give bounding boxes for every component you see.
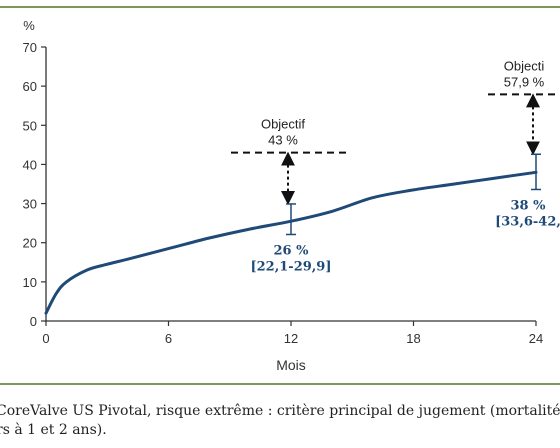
survival-curve xyxy=(44,170,538,315)
y-tick-label: 50 xyxy=(23,118,37,133)
y-tick-label: 30 xyxy=(23,197,37,212)
objective-label: Objectif xyxy=(261,117,305,132)
point-estimate-label: 26 % xyxy=(274,243,310,258)
y-tick-label: 60 xyxy=(23,79,37,94)
confidence-interval-label: [22,1-29,9] xyxy=(250,259,331,274)
x-tick-label: 0 xyxy=(42,331,49,346)
y-tick-label: 0 xyxy=(30,314,37,329)
y-tick-label: 20 xyxy=(23,236,37,251)
objective-value: 57,9 % xyxy=(504,74,545,89)
figure-caption: CoreValve US Pivotal, risque extrême : c… xyxy=(0,402,560,440)
y-axis-unit-label: % xyxy=(23,18,35,33)
y-tick-label: 40 xyxy=(23,157,37,172)
axes: 0 10 20 30 40 50 60 70 0 6 12 18 24 xyxy=(23,40,544,346)
x-tick-label: 18 xyxy=(406,331,420,346)
caption-line-1: CoreValve US Pivotal, risque extrême : c… xyxy=(0,403,560,419)
y-tick-label: 70 xyxy=(23,40,37,55)
caption-line-2: rs à 1 et 2 ans). xyxy=(0,422,107,438)
y-tick-label: 10 xyxy=(23,275,37,290)
confidence-interval-label: [33,6-42, xyxy=(495,214,560,229)
series-group xyxy=(44,170,538,315)
x-tick-label: 12 xyxy=(284,331,298,346)
objective-label: Objecti xyxy=(504,58,545,73)
x-tick-label: 24 xyxy=(529,331,543,346)
x-axis-label: Mois xyxy=(276,357,306,373)
point-estimates: 26 %[22,1-29,9] 38 %[33,6-42, xyxy=(250,153,560,274)
point-estimate-label: 38 % xyxy=(511,198,547,213)
x-tick-label: 6 xyxy=(165,331,172,346)
objective-value: 43 % xyxy=(268,133,298,148)
